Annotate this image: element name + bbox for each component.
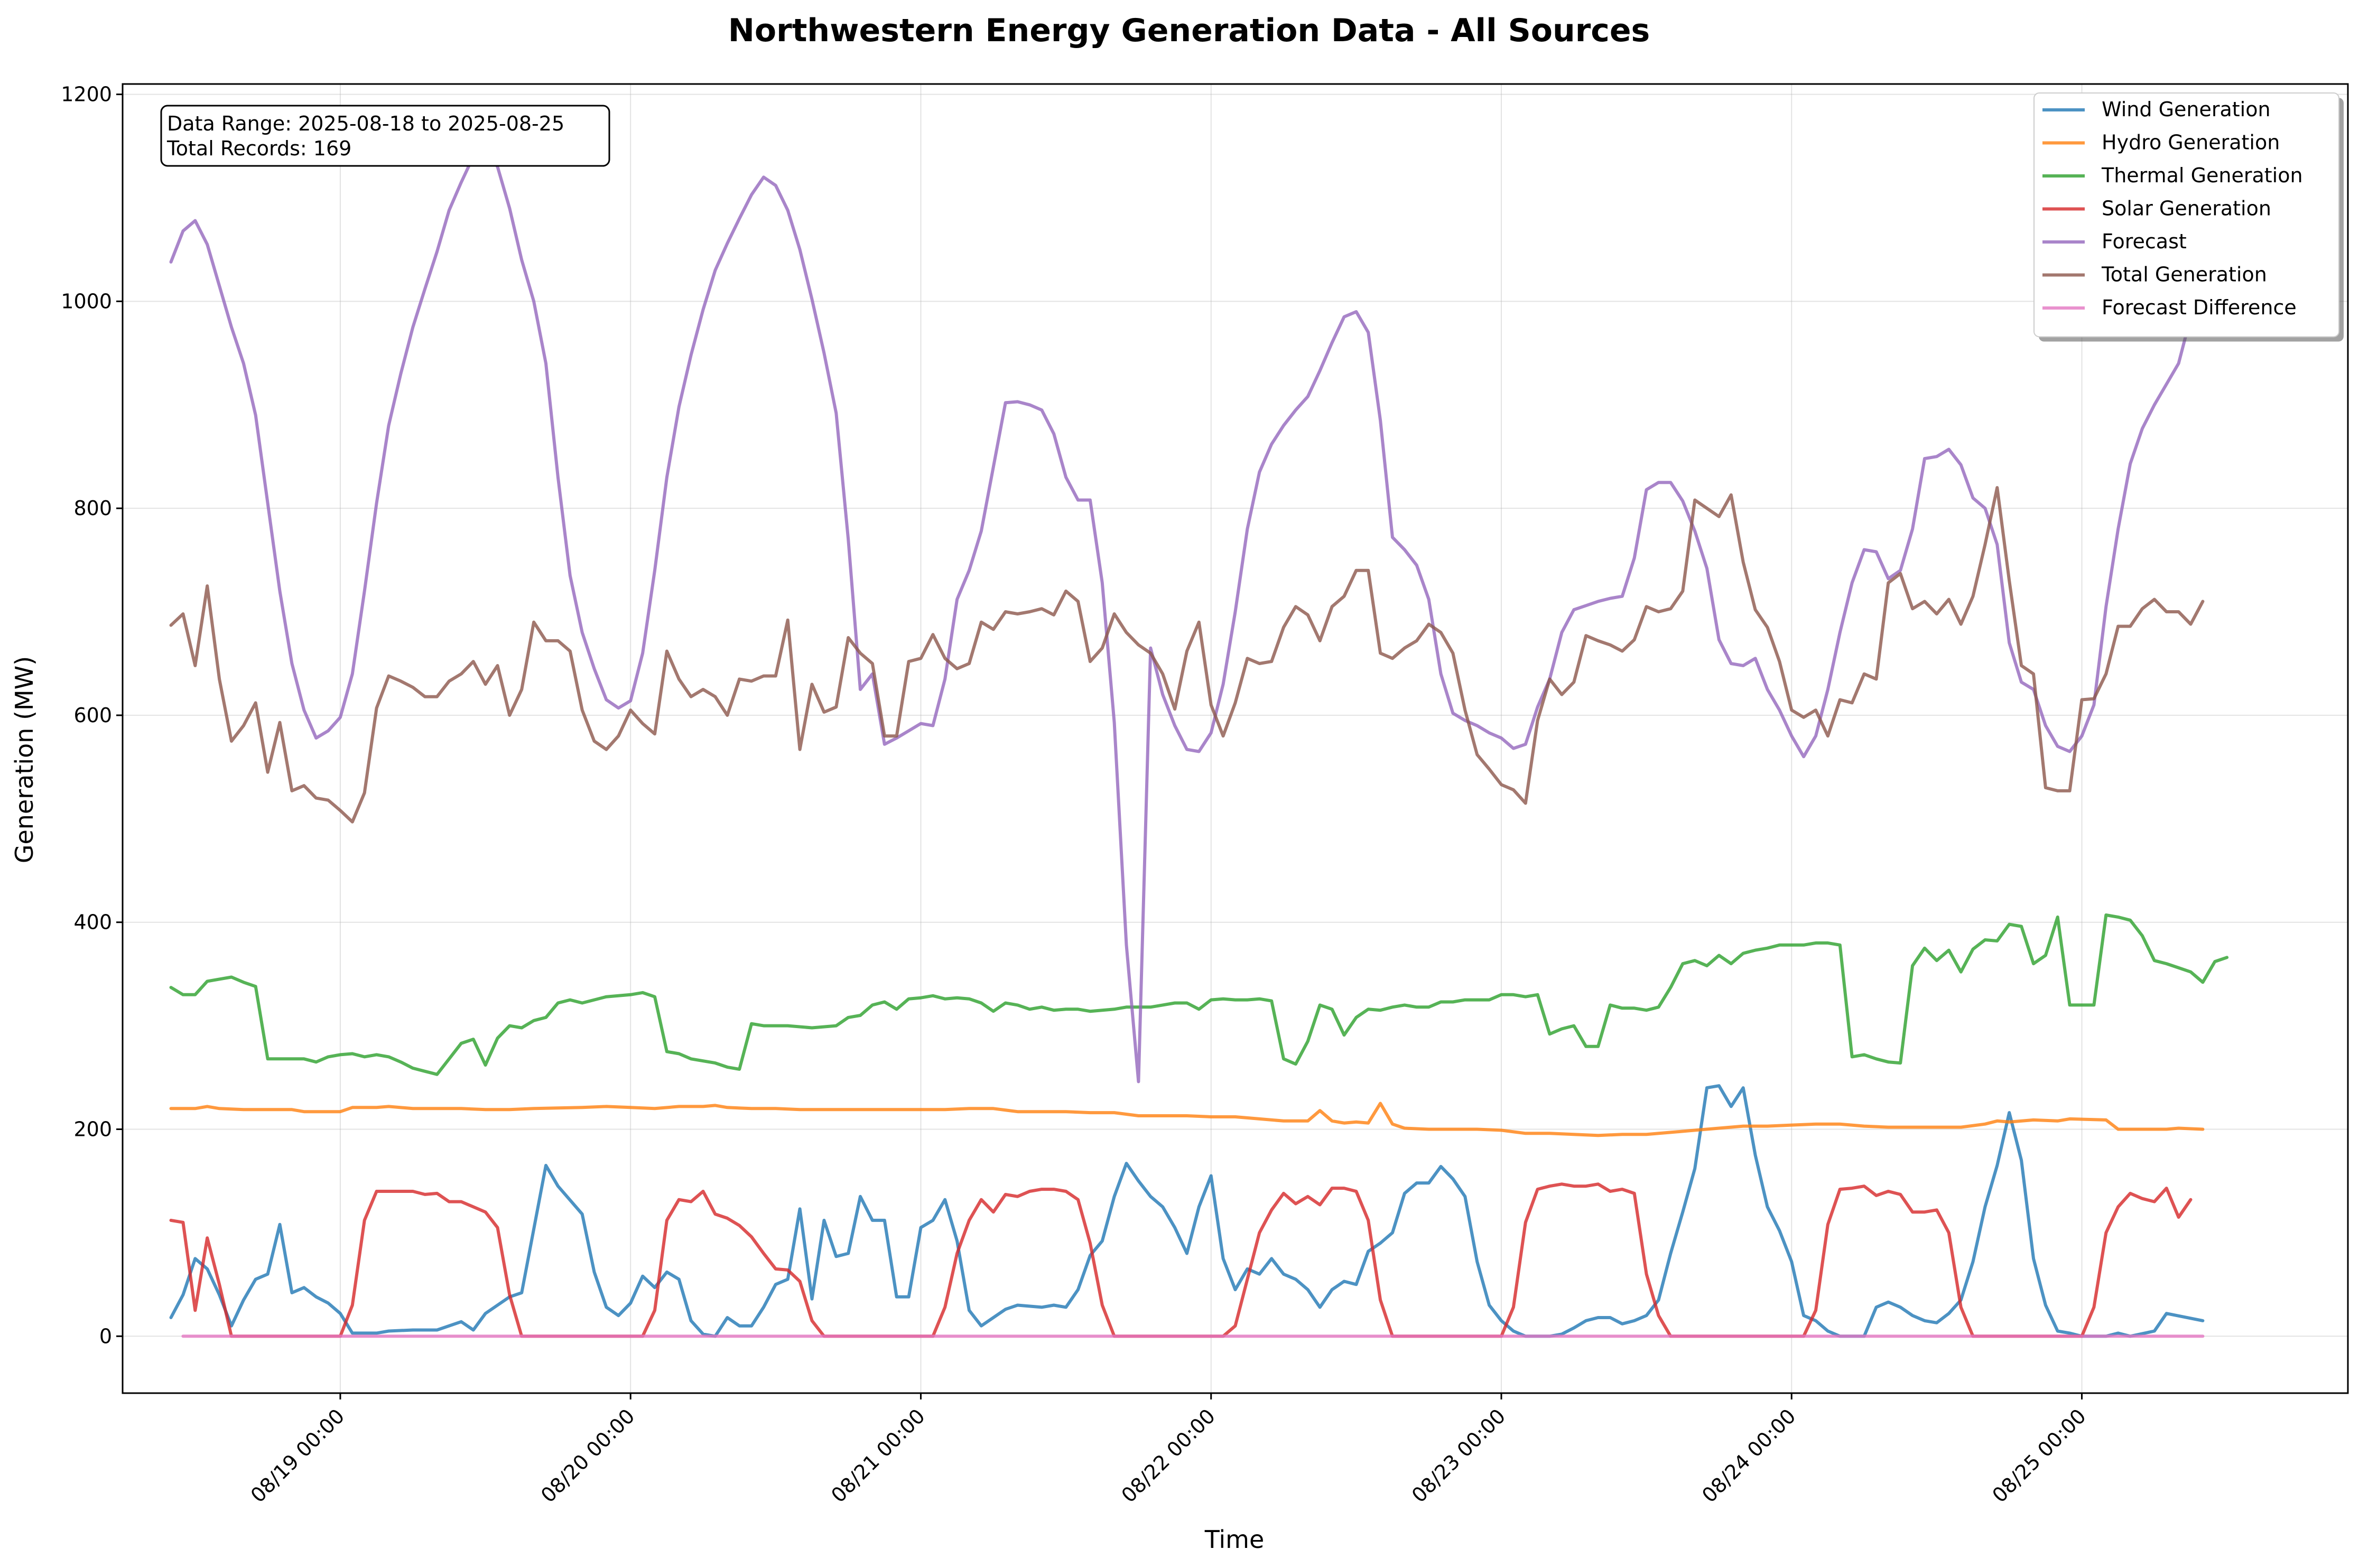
plot-area-frame xyxy=(122,83,2349,1394)
legend-label: Total Generation xyxy=(2101,263,2267,286)
y-tick-label: 600 xyxy=(73,704,112,727)
y-tick-label: 0 xyxy=(99,1324,112,1348)
legend: Wind Generation Hydro Generation Thermal G… xyxy=(2033,92,2344,342)
legend-label: Forecast Difference xyxy=(2102,296,2297,319)
series-lines xyxy=(169,144,2229,1338)
legend-label: Hydro Generation xyxy=(2102,131,2280,154)
legend-label: Thermal Generation xyxy=(2101,164,2303,187)
series-line-wind-generation xyxy=(169,1084,2205,1338)
series-line-forecast xyxy=(169,144,2229,1084)
y-tick-label: 1200 xyxy=(61,83,112,106)
legend-label: Solar Generation xyxy=(2102,197,2271,220)
chart-title: Northwestern Energy Generation Data - Al… xyxy=(728,12,1650,49)
series-line-total-generation xyxy=(169,486,2205,824)
info-annotation-box: Data Range: 2025-08-18 to 2025-08-25 Tot… xyxy=(160,105,610,167)
y-tick-label: 200 xyxy=(73,1117,112,1141)
x-axis-label: Time xyxy=(1204,1525,1265,1554)
legend-box xyxy=(2033,92,2339,338)
info-data-range: Data Range: 2025-08-18 to 2025-08-25 xyxy=(167,112,564,135)
series-line-hydro-generation xyxy=(169,1102,2205,1137)
y-tick-label: 800 xyxy=(73,497,112,520)
y-axis-label: Generation (MW) xyxy=(10,656,39,863)
series-line-thermal-generation xyxy=(169,913,2229,1076)
info-total-records: Total Records: 169 xyxy=(166,137,351,160)
legend-label: Forecast xyxy=(2102,230,2187,253)
y-tick-label: 1000 xyxy=(61,290,112,313)
y-tick-label: 400 xyxy=(73,911,112,934)
legend-label: Wind Generation xyxy=(2102,98,2271,121)
series-line-solar-generation xyxy=(169,1182,2193,1338)
y-axis-ticks: 0 200 400 600 800 1000 1200 xyxy=(61,83,123,1348)
